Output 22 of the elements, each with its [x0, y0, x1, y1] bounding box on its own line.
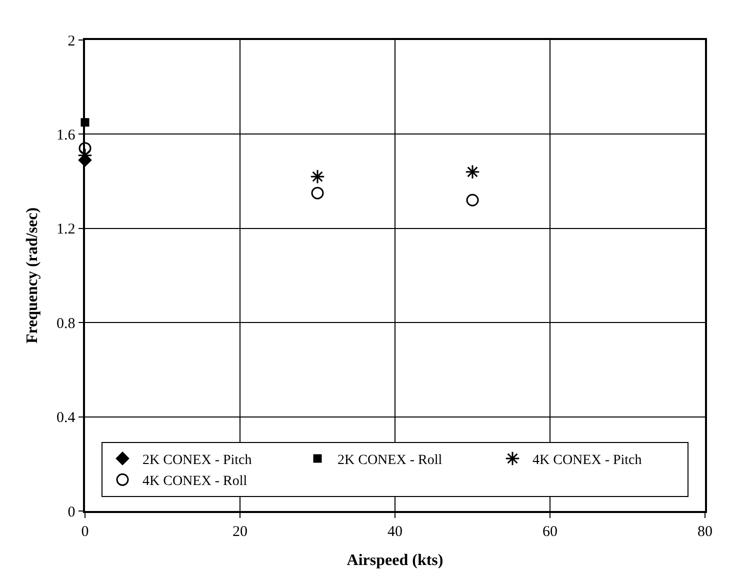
y-tick-label: 0.8 — [56, 316, 76, 332]
y-tick-label: 0 — [68, 504, 76, 520]
point — [311, 186, 324, 200]
legend-label: 2K CONEX - Roll — [338, 452, 442, 468]
y-axis-title: Frequency (rad/sec) — [24, 207, 41, 344]
point — [465, 164, 480, 180]
x-tick-label: 0 — [81, 524, 89, 540]
legend-label: 4K CONEX - Pitch — [532, 452, 642, 468]
point — [466, 194, 479, 206]
x-tick-label: 60 — [542, 524, 558, 540]
x-tick-label: 80 — [698, 524, 712, 540]
y-tick-label: 0.4 — [56, 410, 76, 426]
y-tick-label: 1.2 — [56, 222, 76, 238]
y-tick-label: 2 — [68, 33, 76, 50]
legend-label: 4K CONEX - Roll — [142, 474, 248, 490]
x-tick-label: 40 — [388, 524, 402, 540]
point — [310, 169, 325, 184]
y-tick-label: 1.6 — [56, 127, 76, 144]
x-tick-label: 20 — [232, 524, 248, 540]
legend-label: 2K CONEX - Pitch — [142, 452, 252, 468]
point — [78, 142, 92, 155]
x-axis-title: Airspeed (kts) — [346, 552, 444, 569]
